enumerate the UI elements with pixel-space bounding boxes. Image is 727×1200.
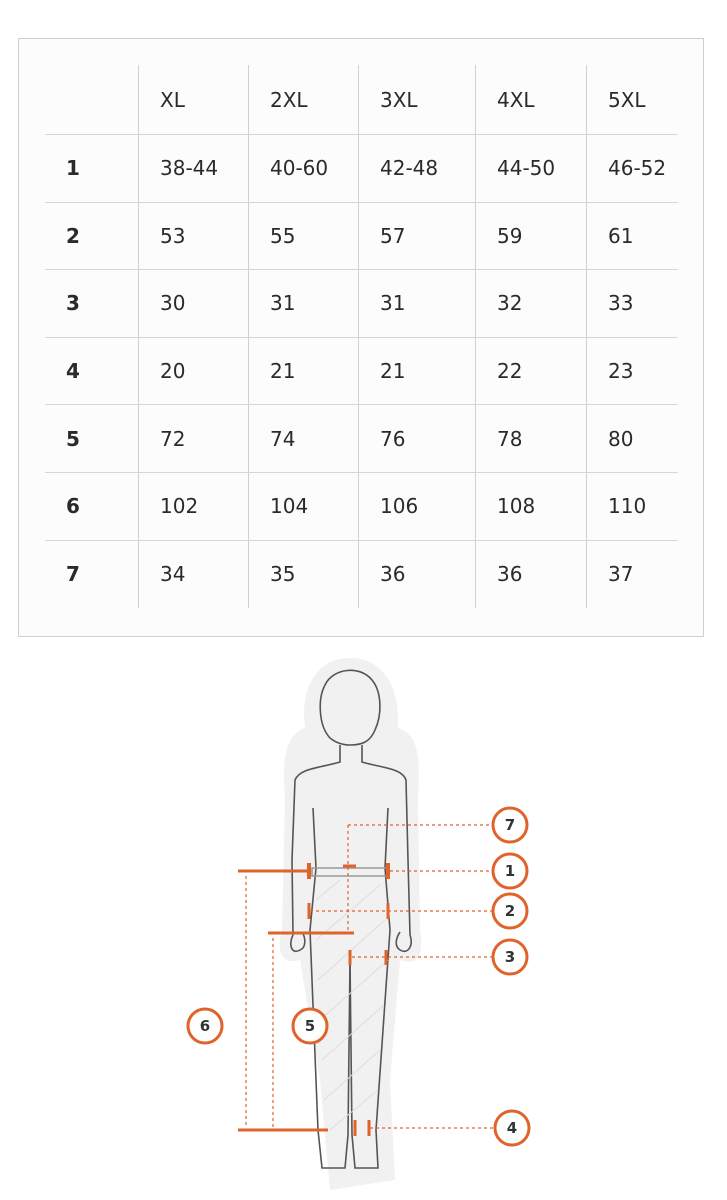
table-cell: 34 bbox=[139, 540, 249, 609]
table-cell: 72 bbox=[139, 405, 249, 472]
header-cell: 5XL bbox=[608, 87, 646, 112]
table-cell: 23 bbox=[608, 359, 634, 384]
svg-text:4: 4 bbox=[507, 1119, 517, 1137]
row-label: 1 bbox=[45, 135, 139, 202]
human-figure bbox=[290, 669, 413, 1169]
marker-3: 3 bbox=[491, 938, 529, 976]
table-cell: 57 bbox=[359, 202, 476, 270]
table-cell: 59 bbox=[476, 202, 587, 270]
marker-2: 2 bbox=[491, 892, 529, 930]
figure-halo bbox=[279, 658, 422, 1190]
row-label: 2 bbox=[45, 202, 139, 270]
table-row: 2 53 55 57 59 61 bbox=[45, 202, 678, 271]
table-cell: 20 bbox=[139, 337, 249, 405]
table-cell: 46-52 bbox=[608, 156, 667, 181]
table-cell: 21 bbox=[249, 337, 359, 405]
table-cell: 76 bbox=[359, 405, 476, 472]
row-label: 7 bbox=[45, 540, 139, 609]
table-header-row: XL 2XL 3XL 4XL 5XL bbox=[45, 65, 678, 135]
size-table: XL 2XL 3XL 4XL 5XL 1 38-44 40-60 42-48 44-50… bbox=[45, 65, 678, 609]
table-row: 1 38-44 40-60 42-48 44-50 46-52 bbox=[45, 135, 678, 203]
table-cell: 55 bbox=[249, 202, 359, 270]
table-cell: 44-50 bbox=[476, 135, 587, 202]
table-cell: 42-48 bbox=[359, 135, 476, 202]
table-cell: 102 bbox=[139, 472, 249, 540]
svg-text:2: 2 bbox=[505, 902, 515, 920]
table-row: 7 34 35 36 36 37 bbox=[45, 540, 678, 609]
table-cell: 31 bbox=[359, 270, 476, 337]
table-cell: 106 bbox=[359, 472, 476, 540]
row-label: 4 bbox=[45, 337, 139, 405]
svg-text:5: 5 bbox=[305, 1017, 315, 1035]
header-cell: XL bbox=[139, 65, 249, 134]
table-cell: 38-44 bbox=[139, 135, 249, 202]
table-cell: 21 bbox=[359, 337, 476, 405]
header-cell: 4XL bbox=[476, 65, 587, 134]
table-cell: 32 bbox=[476, 270, 587, 337]
marker-5: 5 bbox=[291, 1007, 329, 1045]
table-cell: 74 bbox=[249, 405, 359, 472]
table-row: 4 20 21 21 22 23 bbox=[45, 337, 678, 406]
table-cell: 61 bbox=[608, 223, 634, 248]
header-cell: 3XL bbox=[359, 65, 476, 134]
table-cell: 108 bbox=[476, 472, 587, 540]
svg-text:3: 3 bbox=[505, 948, 515, 966]
table-row: 6 102 104 106 108 110 bbox=[45, 472, 678, 541]
header-cell: 2XL bbox=[249, 65, 359, 134]
table-cell: 80 bbox=[608, 426, 634, 451]
svg-text:6: 6 bbox=[200, 1017, 210, 1035]
table-cell: 36 bbox=[359, 540, 476, 609]
table-row: 3 30 31 31 32 33 bbox=[45, 270, 678, 338]
measurement-lines bbox=[238, 824, 495, 1136]
marker-6: 6 bbox=[186, 1007, 224, 1045]
row-label: 3 bbox=[45, 270, 139, 337]
header-cell bbox=[45, 65, 139, 134]
marker-1: 1 bbox=[491, 852, 529, 890]
row-label: 6 bbox=[45, 472, 139, 540]
svg-text:7: 7 bbox=[505, 816, 515, 834]
table-cell: 35 bbox=[249, 540, 359, 609]
table-cell: 22 bbox=[476, 337, 587, 405]
table-cell: 110 bbox=[608, 494, 647, 519]
table-cell: 33 bbox=[608, 291, 634, 316]
marker-7: 7 bbox=[491, 806, 529, 844]
table-cell: 104 bbox=[249, 472, 359, 540]
table-cell: 36 bbox=[476, 540, 587, 609]
marker-4: 4 bbox=[493, 1109, 531, 1147]
table-cell: 78 bbox=[476, 405, 587, 472]
table-cell: 37 bbox=[608, 562, 634, 587]
svg-text:1: 1 bbox=[505, 862, 515, 880]
row-label: 5 bbox=[45, 405, 139, 472]
table-cell: 40-60 bbox=[249, 135, 359, 202]
measurement-diagram: 7 1 2 3 4 5 6 bbox=[186, 658, 531, 1190]
table-cell: 31 bbox=[249, 270, 359, 337]
table-row: 5 72 74 76 78 80 bbox=[45, 405, 678, 473]
table-cell: 30 bbox=[139, 270, 249, 337]
table-cell: 53 bbox=[139, 202, 249, 270]
